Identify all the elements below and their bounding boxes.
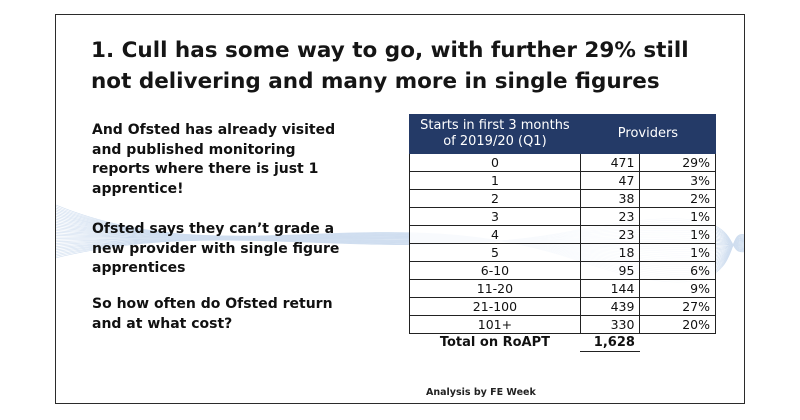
- providers-count-cell: 23: [579, 207, 641, 226]
- starts-cell: 3: [409, 207, 581, 226]
- header-starts: Starts in first 3 months of 2019/20 (Q1): [409, 114, 581, 154]
- paragraph-ofsted-visits: And Ofsted has already visited and publi…: [92, 122, 336, 197]
- slide: 1. Cull has some way to go, with further…: [55, 14, 745, 404]
- providers-count-cell: 47: [579, 171, 641, 190]
- header-providers: Providers: [579, 114, 717, 154]
- providers-percent-cell: 1%: [639, 225, 716, 244]
- starts-cell: 11-20: [409, 279, 581, 298]
- starts-cell: 4: [409, 225, 581, 244]
- starts-cell: 5: [409, 243, 581, 262]
- providers-count-cell: 330: [579, 315, 641, 334]
- table-row: 11-20 144 9%: [409, 279, 716, 298]
- source-note: Analysis by FE Week: [426, 387, 536, 398]
- providers-percent-cell: 9%: [639, 279, 716, 298]
- providers-count-cell: 471: [579, 153, 641, 172]
- table-row: 2 38 2%: [409, 189, 716, 208]
- providers-percent-cell: 2%: [639, 189, 716, 208]
- providers-percent-cell: 3%: [639, 171, 716, 190]
- total-label: Total on RoAPT: [439, 335, 551, 351]
- providers-percent-cell: 29%: [639, 153, 716, 172]
- providers-count-cell: 38: [579, 189, 641, 208]
- providers-table: Starts in first 3 months of 2019/20 (Q1)…: [409, 114, 717, 352]
- total-value: 1,628: [580, 333, 640, 352]
- providers-percent-cell: 1%: [639, 207, 716, 226]
- providers-count-cell: 144: [579, 279, 641, 298]
- table-row: 5 18 1%: [409, 243, 716, 262]
- providers-percent-cell: 27%: [639, 297, 716, 316]
- table-row: 0 471 29%: [409, 153, 716, 172]
- table-row: 6-10 95 6%: [409, 261, 716, 280]
- providers-count-cell: 18: [579, 243, 641, 262]
- starts-cell: 1: [409, 171, 581, 190]
- table-total-row: Total on RoAPT 1,628: [410, 333, 716, 352]
- providers-count-cell: 95: [579, 261, 641, 280]
- starts-cell: 2: [409, 189, 581, 208]
- starts-cell: 101+: [409, 315, 581, 334]
- providers-count-cell: 23: [579, 225, 641, 244]
- starts-cell: 6-10: [409, 261, 581, 280]
- starts-cell: 21-100: [409, 297, 581, 316]
- table-header-row: Starts in first 3 months of 2019/20 (Q1)…: [409, 114, 717, 154]
- paragraph-ofsted-return: So how often do Ofsted return and at wha…: [92, 296, 333, 332]
- providers-count-cell: 439: [579, 297, 641, 316]
- providers-percent-cell: 20%: [639, 315, 716, 334]
- total-spacer: [640, 334, 716, 352]
- providers-percent-cell: 1%: [639, 243, 716, 262]
- slide-title: 1. Cull has some way to go, with further…: [91, 38, 689, 94]
- table-row: 101+ 330 20%: [409, 315, 716, 334]
- providers-percent-cell: 6%: [639, 261, 716, 280]
- table-row: 4 23 1%: [409, 225, 716, 244]
- starts-cell: 0: [409, 153, 581, 172]
- table-row: 3 23 1%: [409, 207, 716, 226]
- table-row: 1 47 3%: [409, 171, 716, 190]
- paragraph-ofsted-grading: Ofsted says they can’t grade a new provi…: [92, 221, 340, 276]
- table-row: 21-100 439 27%: [409, 297, 716, 316]
